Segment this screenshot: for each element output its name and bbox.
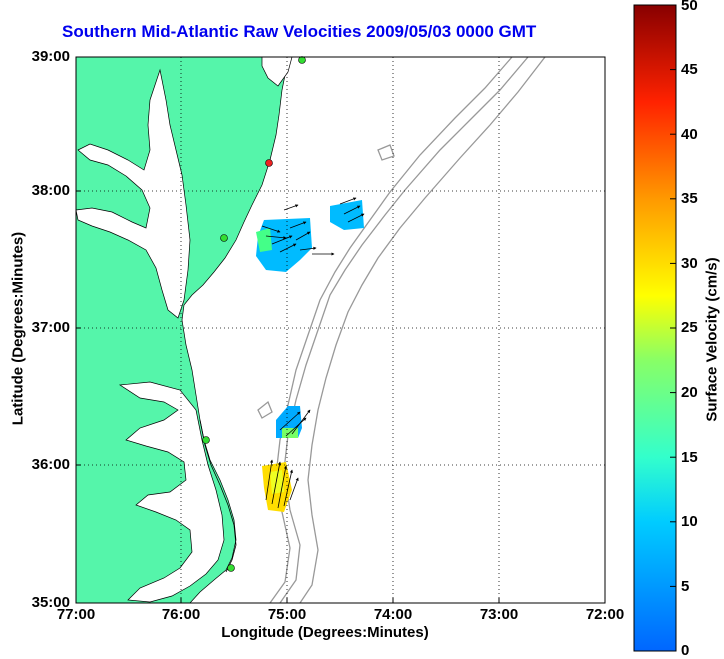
colorbar-tick-label: 25 bbox=[681, 319, 698, 336]
y-axis-label: Latitude (Degrees:Minutes) bbox=[9, 231, 27, 426]
colorbar-tick-label: 20 bbox=[681, 384, 698, 401]
barrier-island bbox=[199, 419, 237, 573]
y-tick-label: 39:00 bbox=[31, 48, 70, 65]
x-tick-label: 76:00 bbox=[161, 606, 201, 623]
land-mass bbox=[76, 57, 293, 603]
colorbar bbox=[633, 4, 677, 652]
colorbar-tick-label: 40 bbox=[681, 126, 698, 143]
bathymetry-contours bbox=[257, 57, 546, 603]
x-tick-label: 72:00 bbox=[585, 606, 625, 623]
y-tick-label: 35:00 bbox=[31, 594, 70, 611]
colorbar-tick-label: 35 bbox=[681, 190, 698, 207]
delaware-bay bbox=[261, 57, 293, 87]
colorbar-tick-label: 0 bbox=[681, 642, 690, 659]
plot-frame bbox=[75, 56, 606, 604]
y-tick-label: 37:00 bbox=[31, 319, 70, 336]
station-marker-active bbox=[298, 56, 306, 64]
colorbar-tick-label: 30 bbox=[681, 255, 698, 272]
colorbar-tick-label: 10 bbox=[681, 513, 698, 530]
y-tick-label: 36:00 bbox=[31, 456, 70, 473]
colorbar-tick-label: 45 bbox=[681, 61, 698, 78]
x-axis-label: Longitude (Degrees:Minutes) bbox=[221, 624, 429, 641]
velocity-patch bbox=[270, 470, 284, 494]
colorbar-tick-label: 5 bbox=[681, 578, 690, 595]
x-tick-label: 75:00 bbox=[267, 606, 307, 623]
station-marker-inactive bbox=[265, 159, 273, 167]
chesapeake-bay bbox=[76, 68, 191, 319]
velocity-patches bbox=[256, 200, 364, 512]
velocity-patch bbox=[256, 228, 272, 252]
station-marker-active bbox=[220, 234, 228, 242]
x-tick-label: 74:00 bbox=[373, 606, 413, 623]
grid-lines bbox=[76, 57, 605, 603]
station-marker-active bbox=[227, 564, 235, 572]
station-marker-active bbox=[202, 436, 210, 444]
velocity-patch bbox=[330, 200, 364, 230]
y-tick-label: 38:00 bbox=[31, 182, 70, 199]
pamlico-sound bbox=[118, 381, 225, 603]
x-tick-label: 77:00 bbox=[56, 606, 96, 623]
velocity-arrows bbox=[261, 197, 365, 509]
colorbar-tick-label: 15 bbox=[681, 449, 698, 466]
colorbar-label: Surface Velocity (cm/s) bbox=[703, 257, 721, 422]
station-markers bbox=[202, 56, 306, 572]
map-title: Southern Mid-Atlantic Raw Velocities 200… bbox=[62, 22, 537, 41]
x-tick-label: 73:00 bbox=[479, 606, 519, 623]
colorbar-tick-label: 50 bbox=[681, 0, 698, 14]
